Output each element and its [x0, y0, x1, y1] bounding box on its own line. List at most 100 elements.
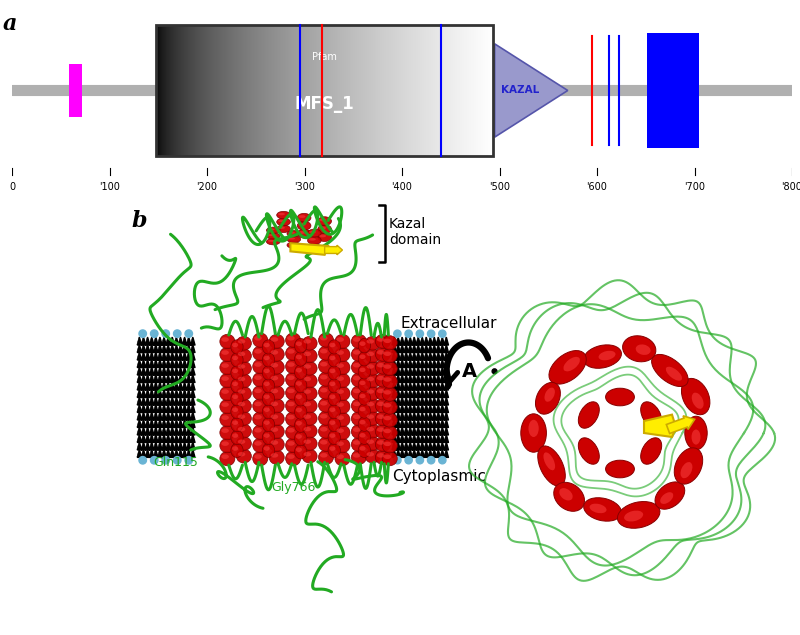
Ellipse shape	[375, 373, 390, 387]
Ellipse shape	[231, 352, 243, 367]
Ellipse shape	[328, 404, 341, 418]
Ellipse shape	[358, 430, 370, 444]
Circle shape	[438, 457, 446, 464]
Ellipse shape	[320, 401, 327, 406]
Ellipse shape	[254, 415, 262, 419]
Ellipse shape	[320, 440, 327, 444]
Ellipse shape	[382, 374, 398, 389]
Ellipse shape	[270, 427, 278, 432]
Ellipse shape	[253, 333, 268, 347]
Ellipse shape	[382, 387, 398, 401]
Ellipse shape	[238, 402, 246, 406]
Ellipse shape	[559, 488, 573, 500]
Ellipse shape	[298, 222, 311, 230]
Circle shape	[405, 330, 412, 337]
Ellipse shape	[296, 368, 302, 373]
Ellipse shape	[270, 389, 278, 393]
Ellipse shape	[238, 427, 246, 431]
Ellipse shape	[296, 394, 302, 399]
Ellipse shape	[365, 387, 380, 400]
Ellipse shape	[366, 402, 374, 406]
Ellipse shape	[529, 420, 538, 437]
Ellipse shape	[232, 433, 238, 438]
Ellipse shape	[328, 431, 341, 444]
Ellipse shape	[685, 416, 707, 450]
Ellipse shape	[269, 424, 284, 439]
Ellipse shape	[236, 361, 251, 375]
Ellipse shape	[359, 380, 366, 385]
Ellipse shape	[666, 366, 682, 381]
Ellipse shape	[318, 233, 331, 241]
Circle shape	[162, 330, 170, 337]
Ellipse shape	[263, 408, 270, 412]
Ellipse shape	[269, 399, 284, 413]
Ellipse shape	[278, 227, 285, 229]
Ellipse shape	[330, 368, 335, 373]
Ellipse shape	[238, 352, 246, 356]
Bar	[156, 25, 493, 156]
Ellipse shape	[294, 418, 307, 432]
Ellipse shape	[253, 438, 268, 453]
Ellipse shape	[236, 449, 251, 463]
Ellipse shape	[238, 364, 246, 369]
Ellipse shape	[320, 453, 327, 458]
Ellipse shape	[263, 420, 270, 425]
Ellipse shape	[298, 213, 311, 222]
Ellipse shape	[337, 351, 344, 355]
Ellipse shape	[320, 362, 327, 366]
Ellipse shape	[303, 377, 311, 381]
Ellipse shape	[236, 374, 251, 388]
Ellipse shape	[253, 399, 268, 413]
Circle shape	[438, 330, 446, 337]
Ellipse shape	[318, 346, 334, 360]
Text: a: a	[2, 13, 17, 35]
Ellipse shape	[384, 390, 391, 394]
Ellipse shape	[232, 446, 238, 451]
Ellipse shape	[330, 356, 335, 360]
Ellipse shape	[231, 340, 243, 354]
Ellipse shape	[220, 425, 235, 440]
Ellipse shape	[253, 346, 268, 361]
Text: KAZAL: KAZAL	[501, 86, 539, 95]
Ellipse shape	[222, 337, 229, 342]
Ellipse shape	[236, 399, 251, 413]
Ellipse shape	[309, 231, 316, 233]
Circle shape	[427, 330, 434, 337]
Ellipse shape	[286, 333, 301, 347]
Ellipse shape	[294, 365, 307, 380]
Bar	[69, 64, 82, 117]
Text: '100: '100	[99, 182, 120, 192]
Ellipse shape	[382, 451, 398, 465]
Text: '300: '300	[294, 182, 315, 192]
Ellipse shape	[359, 342, 366, 346]
Ellipse shape	[263, 382, 270, 386]
Ellipse shape	[266, 227, 280, 234]
Ellipse shape	[377, 337, 384, 342]
Ellipse shape	[263, 394, 270, 399]
Ellipse shape	[231, 392, 243, 406]
Ellipse shape	[366, 452, 374, 457]
Ellipse shape	[294, 431, 307, 446]
Ellipse shape	[286, 451, 301, 466]
Ellipse shape	[382, 336, 398, 350]
Ellipse shape	[236, 437, 251, 450]
Ellipse shape	[375, 386, 390, 400]
Ellipse shape	[231, 417, 243, 432]
Ellipse shape	[253, 372, 268, 387]
Ellipse shape	[302, 349, 317, 363]
Ellipse shape	[302, 374, 317, 388]
Ellipse shape	[238, 377, 246, 381]
Ellipse shape	[584, 345, 622, 368]
Ellipse shape	[377, 389, 384, 393]
Ellipse shape	[254, 441, 262, 446]
Ellipse shape	[328, 378, 341, 393]
Ellipse shape	[262, 404, 274, 418]
Ellipse shape	[622, 336, 656, 362]
Ellipse shape	[377, 453, 384, 458]
Ellipse shape	[337, 455, 344, 459]
Ellipse shape	[303, 439, 311, 444]
Ellipse shape	[337, 403, 344, 407]
Ellipse shape	[384, 338, 391, 343]
Ellipse shape	[236, 337, 251, 350]
Ellipse shape	[578, 402, 599, 428]
